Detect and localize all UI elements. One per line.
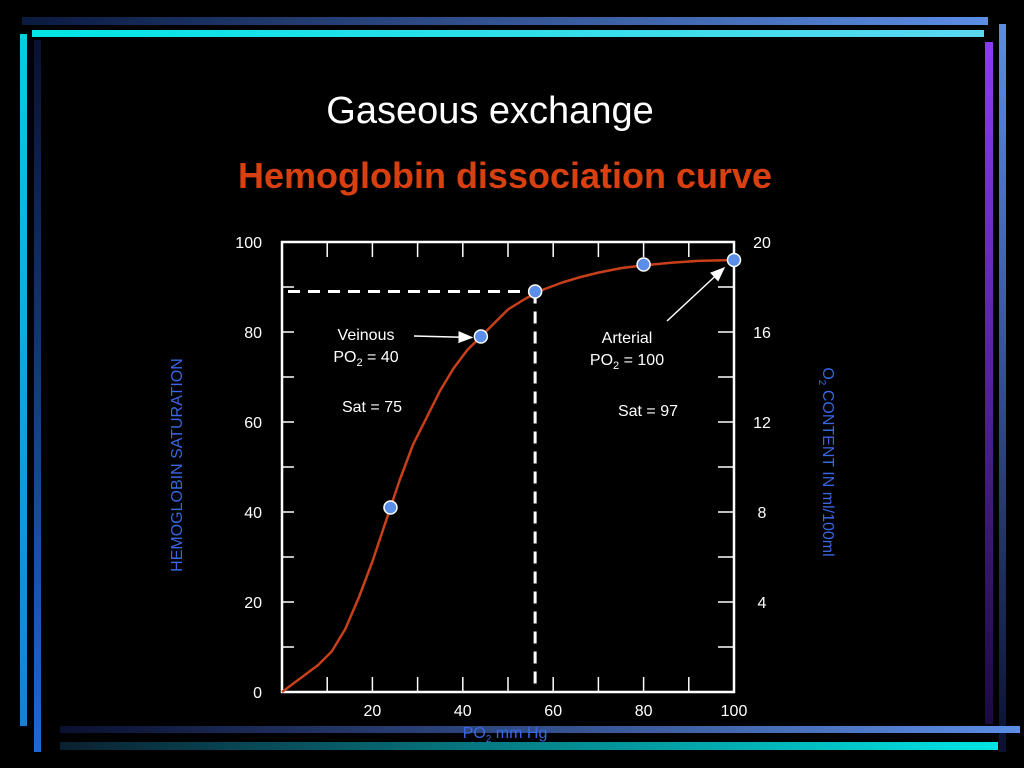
dissociation-curve bbox=[281, 258, 735, 694]
data-point bbox=[473, 329, 489, 344]
arterial-sat: Sat = 97 bbox=[618, 403, 678, 420]
top-bar-blue bbox=[22, 17, 988, 25]
y-tick-label-left: 0 bbox=[253, 685, 262, 702]
data-point bbox=[383, 500, 398, 515]
y-axis-left-label: HEMOGLOBIN SATURATION bbox=[169, 358, 186, 572]
x-tick-label: 80 bbox=[635, 703, 653, 720]
y-tick-label-right: 12 bbox=[753, 415, 771, 432]
x-tick-label: 20 bbox=[364, 703, 382, 720]
slide-subtitle: Hemoglobin dissociation curve bbox=[237, 155, 773, 196]
data-point bbox=[527, 284, 543, 299]
y-tick-label-left: 60 bbox=[244, 415, 262, 432]
top-bar-cyan bbox=[32, 30, 984, 37]
x-tick-label: 100 bbox=[721, 703, 748, 720]
y-tick-label-left: 80 bbox=[244, 325, 262, 342]
y-tick-label-left: 100 bbox=[235, 235, 262, 252]
y-tick-label-left: 40 bbox=[244, 505, 262, 522]
y-tick-label-right: 16 bbox=[753, 325, 771, 342]
arterial-label: Arterial bbox=[602, 330, 653, 347]
bottom-bar-cyan bbox=[60, 742, 998, 750]
left-bar-dark bbox=[34, 40, 41, 752]
y-tick-label-right: 4 bbox=[758, 595, 767, 612]
venous-sat: Sat = 75 bbox=[342, 399, 402, 416]
x-axis-label: PO2 mm Hg bbox=[462, 725, 548, 746]
y-tick-label-left: 20 bbox=[244, 595, 262, 612]
data-point bbox=[726, 252, 742, 268]
arterial-po2: PO2 = 100 bbox=[590, 352, 664, 372]
slide-title: Gaseous exchange bbox=[326, 90, 654, 132]
x-tick-label: 40 bbox=[454, 703, 472, 720]
bottom-bar-blue bbox=[60, 726, 1020, 733]
left-bar-cyan bbox=[20, 34, 27, 726]
venous-arrow bbox=[413, 331, 474, 344]
x-tick-label: 60 bbox=[544, 703, 562, 720]
data-point bbox=[636, 257, 651, 272]
right-bar-purple bbox=[985, 42, 993, 724]
venous-po2: PO2 = 40 bbox=[333, 349, 398, 369]
y-tick-label-right: 20 bbox=[753, 235, 771, 252]
y-axis-right-label: O2 CONTENT IN ml/100ml bbox=[815, 367, 837, 557]
y-tick-label-right: 8 bbox=[758, 505, 767, 522]
arterial-arrow bbox=[666, 266, 726, 322]
venous-label: Veinous bbox=[338, 327, 395, 344]
right-bar-blue bbox=[999, 24, 1006, 752]
